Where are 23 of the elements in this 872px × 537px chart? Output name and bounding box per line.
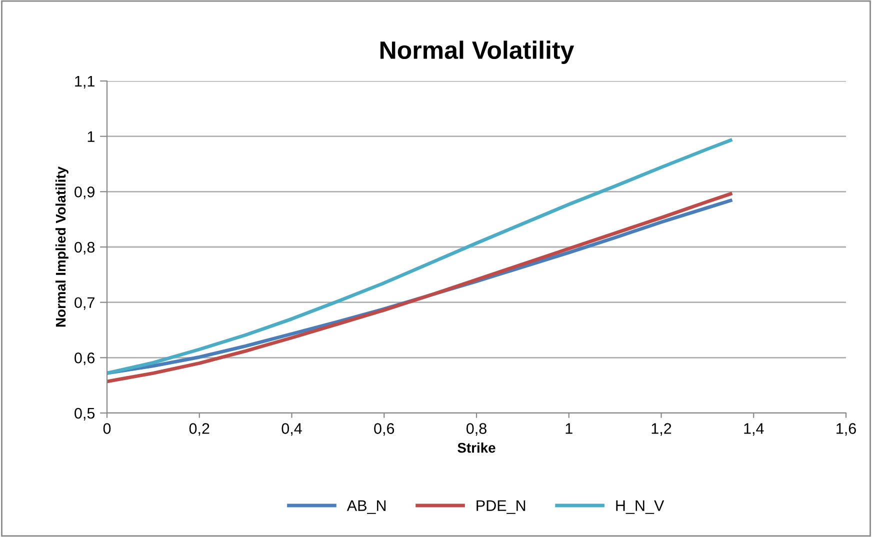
y-tick-label: 0,7 [74, 297, 94, 310]
x-tick-label: 0 [103, 423, 111, 434]
x-tick-label: 0,2 [189, 423, 210, 436]
legend-label: AB_N [346, 500, 386, 514]
x-tick-label: 1,4 [744, 423, 764, 436]
x-tick-label: 1 [566, 423, 572, 434]
y-tick-label: 0,9 [74, 186, 94, 200]
legend-label: H_N_V [616, 500, 664, 514]
x-tick-label: 0,6 [374, 423, 394, 436]
x-tick-label: 0,4 [282, 423, 302, 436]
chart-title: Normal Volatility [380, 40, 574, 64]
y-tick-label: 0,6 [74, 352, 95, 366]
legend-label: PDE_N [476, 500, 526, 514]
x-tick-label: 1,6 [836, 423, 856, 436]
y-axis-title: Normal Implied Volatility [55, 166, 68, 327]
x-tick-label: 0,8 [466, 423, 486, 436]
y-tick-label: 1 [88, 131, 94, 142]
y-tick-label: 1,1 [75, 76, 94, 88]
y-tick-label: 0,8 [74, 242, 95, 254]
line-series [107, 138, 732, 375]
y-tick-label: 0,5 [74, 408, 95, 420]
x-axis-title: Strike [458, 442, 496, 453]
x-tick-label: 1,2 [652, 423, 672, 436]
